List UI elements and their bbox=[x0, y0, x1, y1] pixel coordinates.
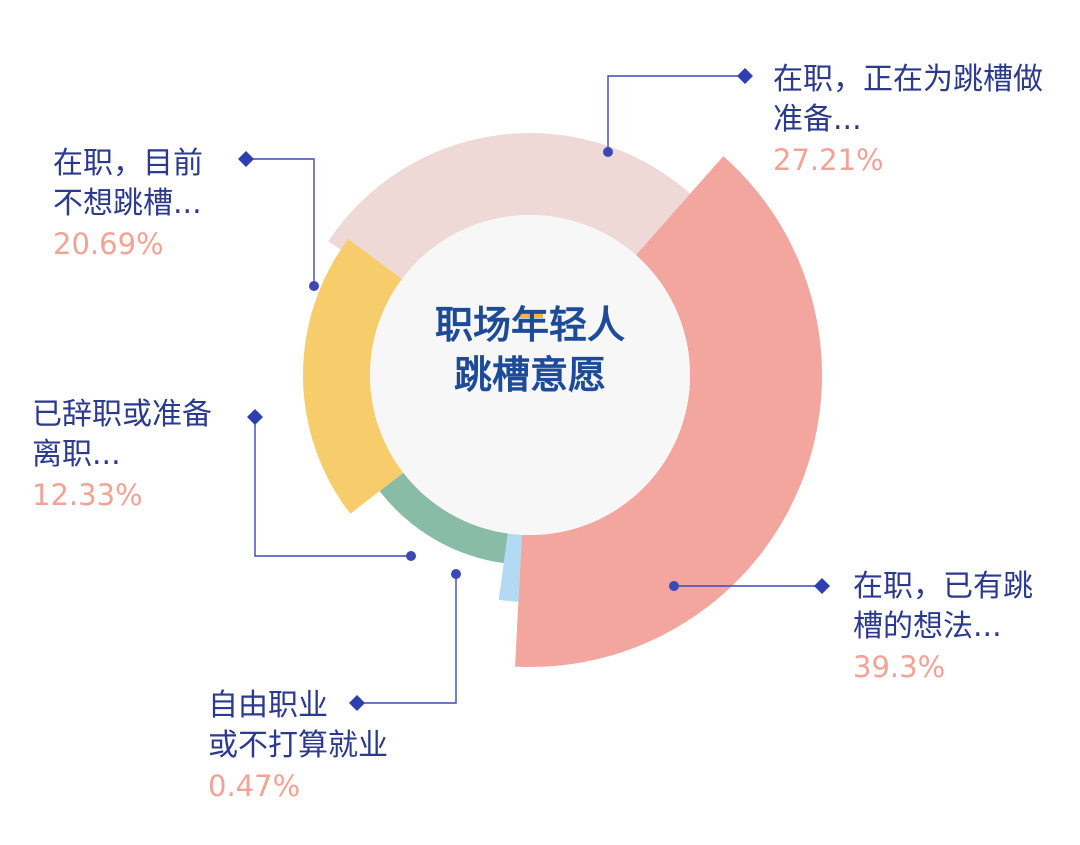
slice-label-resigned: 已辞职或准备 离职... 12.33% bbox=[32, 395, 212, 515]
slice-value-label: 0.47% bbox=[208, 769, 301, 803]
slice-label-job-prep: 在职，正在为跳槽做 准备... 27.21% bbox=[773, 60, 1043, 180]
leader-dot bbox=[309, 281, 319, 291]
title-accent-bar bbox=[519, 314, 543, 318]
center-title: 职场年轻人 跳槽意愿 bbox=[380, 300, 680, 400]
slice-freelance bbox=[498, 533, 522, 602]
slice-label-name: 在职，目前 bbox=[53, 146, 203, 181]
slice-label-name: 不想跳槽... bbox=[53, 186, 202, 221]
leader-line bbox=[357, 574, 457, 704]
slice-resigned bbox=[379, 472, 508, 564]
diamond-marker-icon bbox=[238, 151, 254, 167]
diamond-marker-icon bbox=[247, 409, 263, 425]
diamond-marker-icon bbox=[737, 68, 753, 84]
slice-label-name: 离职... bbox=[32, 437, 121, 472]
leader-dot bbox=[603, 147, 613, 157]
leader-dot bbox=[669, 581, 679, 591]
slice-label-name: 已辞职或准备 bbox=[32, 397, 212, 432]
leader-dot bbox=[406, 551, 416, 561]
slice-has-idea bbox=[515, 156, 822, 667]
diamond-marker-icon bbox=[814, 578, 830, 594]
slice-label-name: 准备... bbox=[773, 102, 862, 137]
center-title-line: 职场年轻人 bbox=[434, 303, 625, 347]
slice-label-name: 在职，正在为跳槽做 bbox=[773, 62, 1043, 97]
slice-label-name: 自由职业 bbox=[208, 688, 328, 723]
slice-no-change bbox=[302, 238, 404, 514]
center-title-line: 跳槽意愿 bbox=[453, 353, 606, 397]
leader-dot bbox=[451, 569, 461, 579]
slice-label-has-idea: 在职，已有跳 槽的想法... 39.3% bbox=[853, 567, 1033, 687]
center-circle bbox=[370, 215, 690, 535]
leader-line bbox=[246, 158, 315, 286]
slice-value-label: 39.3% bbox=[853, 650, 946, 684]
slice-value-label: 20.69% bbox=[53, 227, 164, 261]
slice-label-name: 或不打算就业 bbox=[208, 728, 388, 763]
slice-label-freelance: 自由职业 或不打算就业 0.47% bbox=[208, 686, 388, 806]
slice-label-name: 在职，已有跳 bbox=[853, 569, 1033, 604]
slice-label-no-change: 在职，目前 不想跳槽... 20.69% bbox=[53, 144, 203, 264]
slice-label-name: 槽的想法... bbox=[853, 609, 1002, 644]
leader-line bbox=[254, 417, 411, 557]
diamond-marker-icon bbox=[349, 695, 365, 711]
slice-value-label: 12.33% bbox=[32, 478, 143, 512]
leader-line bbox=[607, 75, 745, 152]
slice-value-label: 27.21% bbox=[773, 143, 884, 177]
slice-job-prep bbox=[328, 133, 691, 287]
